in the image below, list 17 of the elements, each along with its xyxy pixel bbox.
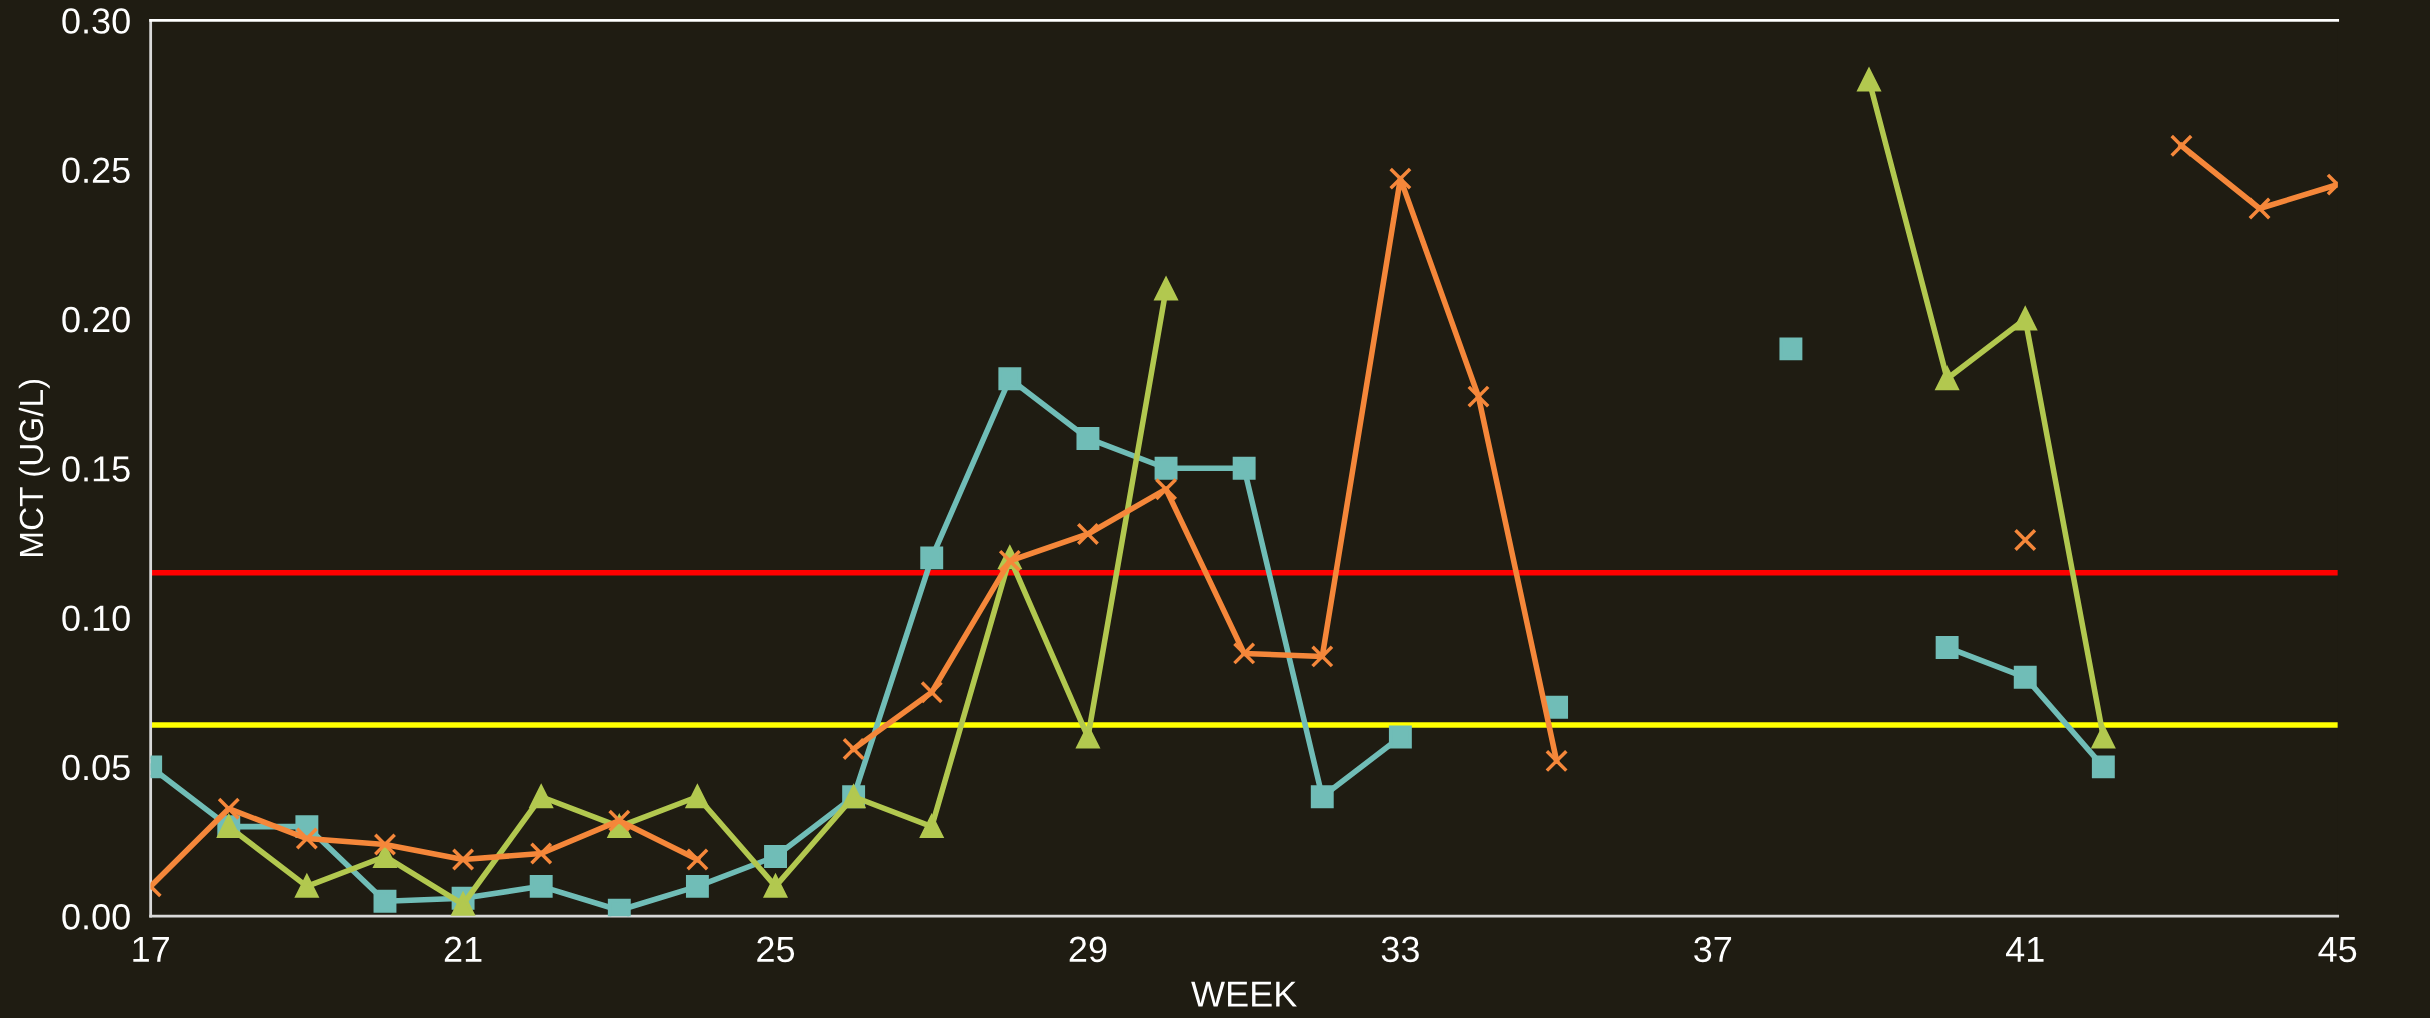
x-tick-label: 41 xyxy=(2005,936,2044,962)
x-tick-label: 29 xyxy=(1069,936,1107,963)
x-tick-label: 37 xyxy=(1694,936,1732,963)
y-tick-label: 0.25 xyxy=(62,157,130,184)
y-tick-label: 0.30 xyxy=(62,8,130,34)
x-tick-label: 33 xyxy=(1381,936,1419,963)
y-tick-label: 0.20 xyxy=(62,306,130,333)
y-tick-label: 0.15 xyxy=(62,456,130,482)
y-tick-label: 0.05 xyxy=(62,754,130,781)
x-tick-label: 21 xyxy=(444,936,482,962)
y-tick-label: 0.10 xyxy=(62,605,130,632)
x-tick-label: 45 xyxy=(2318,936,2357,963)
x-axis-title: WEEK xyxy=(1191,981,1297,1007)
y-axis-title: MCT (UG/L) xyxy=(18,379,50,556)
x-tick-label: 17 xyxy=(133,936,169,962)
x-tick-label: 25 xyxy=(757,936,795,963)
y-tick-label: 0.00 xyxy=(62,904,130,930)
